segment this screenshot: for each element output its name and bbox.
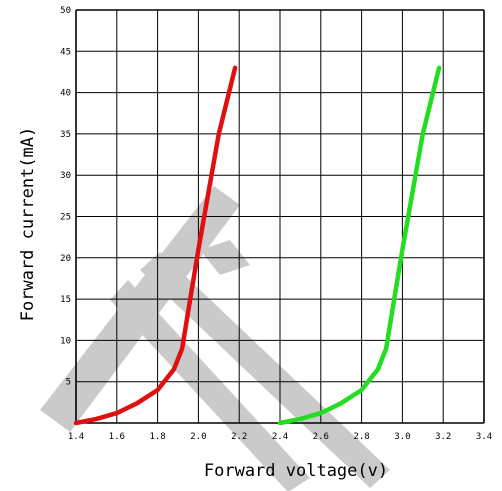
- watermark-stroke-2: [110, 280, 310, 491]
- y-tick-label: 45: [60, 47, 71, 57]
- x-tick-label: 3.2: [435, 432, 451, 442]
- y-tick-label: 10: [60, 336, 71, 346]
- x-tick-label: 2.2: [231, 432, 247, 442]
- watermark-stroke-3: [140, 252, 390, 488]
- x-tick-label: 2.6: [313, 432, 329, 442]
- grid: [75, 9, 485, 424]
- y-tick-label: 5: [66, 378, 71, 388]
- x-tick-label: 3.4: [476, 432, 492, 442]
- y-tick-label: 40: [60, 89, 71, 99]
- y-tick-label: 30: [60, 171, 71, 181]
- x-tick-label: 2.8: [353, 432, 369, 442]
- x-tick-label: 3.0: [394, 432, 410, 442]
- y-tick-label: 50: [60, 6, 71, 16]
- x-tick-label: 1.8: [149, 432, 165, 442]
- series-line-2: [277, 65, 442, 426]
- x-tick-label: 1.6: [109, 432, 125, 442]
- x-axis-title: Forward voltage(v): [204, 461, 388, 481]
- x-tick-labels: 1.4 1.6 1.8 2.0 2.2 2.4 2.6 2.8 3.0 3.2 3.4: [68, 432, 492, 442]
- y-tick-labels: 5 10 15 20 25 30 35 40 45 50: [60, 6, 71, 388]
- y-axis-title: Forward current(mA): [18, 127, 38, 321]
- y-tick-label: 35: [60, 130, 71, 140]
- y-tick-label: 20: [60, 254, 71, 264]
- watermark: [40, 186, 390, 491]
- x-tick-label: 1.4: [68, 432, 84, 442]
- series-line-1: [73, 65, 238, 426]
- x-tick-label: 2.4: [272, 432, 288, 442]
- x-tick-label: 2.0: [190, 432, 206, 442]
- series-group: [73, 65, 442, 426]
- y-tick-label: 25: [60, 213, 71, 223]
- y-tick-label: 15: [60, 295, 71, 305]
